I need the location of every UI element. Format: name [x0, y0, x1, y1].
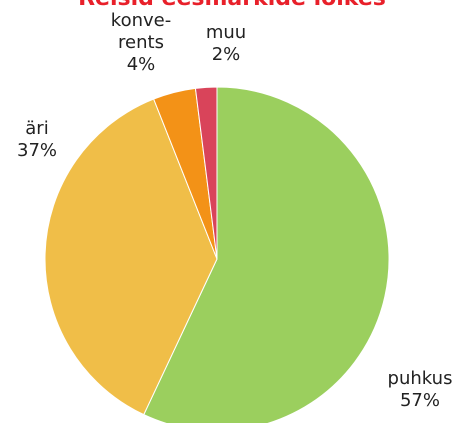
value-label: 4% — [126, 54, 156, 75]
value-label: 2% — [211, 44, 241, 65]
slice-label: äri 37% — [17, 118, 57, 162]
category-label: puhkus — [387, 368, 453, 389]
pie-slice — [143, 86, 390, 423]
value-label: 37% — [16, 140, 58, 161]
chart-title: Reisid eesmärkide lõikes — [0, 0, 464, 11]
slice-label: konve- rents 4% — [111, 10, 171, 76]
value-label: 57% — [399, 390, 440, 411]
pie-slice — [44, 98, 218, 416]
slice-label: muu 2% — [206, 22, 246, 66]
category-label: äri — [25, 118, 49, 139]
pie-slice — [194, 86, 218, 260]
category-label: konve- rents — [110, 10, 172, 53]
category-label: muu — [205, 22, 247, 43]
slice-label: puhkus 57% — [388, 368, 453, 412]
